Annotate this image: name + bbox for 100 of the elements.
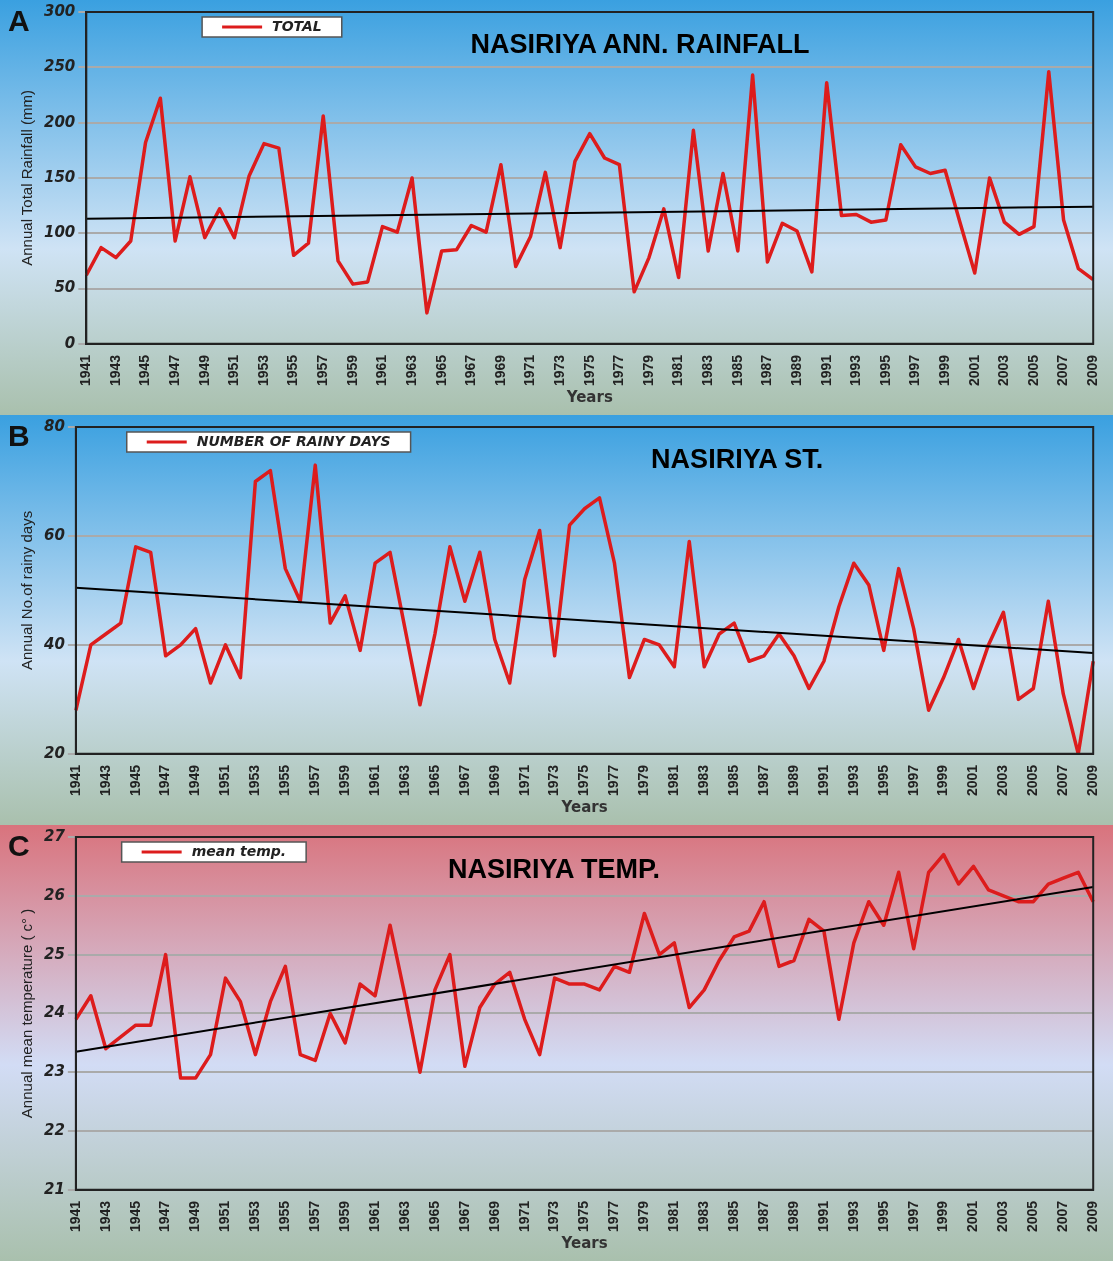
x-tick-label: 1973	[545, 1200, 562, 1233]
x-tick-label: 1993	[844, 764, 861, 797]
x-tick-label: 1985	[725, 764, 741, 797]
x-tick-label: 1985	[728, 354, 745, 387]
text: B	[8, 419, 30, 453]
x-tick-label: 2003	[994, 1200, 1011, 1233]
x-tick-label: 1989	[784, 1200, 801, 1233]
x-tick-label: 1963	[395, 1200, 412, 1233]
legend-label: mean temp.	[191, 842, 287, 859]
x-tick-label: 1953	[246, 764, 263, 797]
y-tick-label: 200	[44, 112, 76, 131]
x-tick-label: 1959	[336, 764, 353, 797]
x-axis-title: Years	[560, 1233, 608, 1252]
x-tick-label: 1951	[225, 354, 242, 387]
x-tick-label: 1943	[96, 764, 113, 797]
x-tick-label: 1977	[610, 354, 627, 387]
x-tick-label: 1959	[336, 1200, 353, 1233]
x-tick-label: 1989	[784, 764, 801, 797]
y-tick-label: 20	[44, 743, 65, 762]
x-tick-label: 1987	[754, 1200, 771, 1233]
x-tick-label: 1967	[455, 764, 472, 797]
x-tick-label: 1965	[432, 354, 449, 387]
x-tick-label: 2003	[995, 354, 1012, 387]
x-tick-label: 1945	[126, 764, 143, 797]
x-tick-label: 1979	[635, 1200, 652, 1233]
y-tick-label: 26	[44, 885, 65, 904]
x-tick-label: 1961	[373, 354, 390, 387]
x-tick-label: 1999	[935, 354, 952, 387]
y-tick-label: 25	[44, 944, 65, 963]
x-tick-label: 1945	[126, 1200, 143, 1233]
x-tick-label: 1995	[874, 1200, 891, 1233]
x-tick-label: 1953	[254, 354, 271, 387]
x-tick-label: 2005	[1024, 1200, 1041, 1233]
x-tick-label: 1997	[904, 1200, 921, 1233]
x-tick-label: 1957	[306, 764, 323, 797]
x-tick-label: 1967	[462, 354, 479, 387]
text: NASIRIYA ANN. RAINFALL	[470, 28, 810, 59]
x-tick-label: 1963	[395, 764, 412, 797]
x-tick-label: 1975	[580, 354, 597, 387]
x-tick-label: 1995	[876, 354, 893, 387]
x-tick-label: 1943	[96, 1200, 113, 1233]
x-tick-label: 1969	[491, 354, 508, 387]
x-axis-title: Years	[560, 797, 608, 816]
y-tick-label: 300	[44, 1, 76, 20]
x-tick-label: 1975	[575, 1200, 592, 1233]
x-tick-label: 1991	[817, 354, 834, 387]
x-tick-label: 1977	[605, 1200, 622, 1233]
x-tick-label: 2001	[964, 1200, 981, 1233]
x-tick-label: 1997	[904, 764, 921, 797]
y-tick-label: 100	[44, 223, 76, 242]
x-tick-label: 1999	[934, 1200, 951, 1233]
y-tick-label: 27	[44, 826, 66, 845]
x-tick-label: 1971	[521, 354, 538, 387]
x-tick-label: 1947	[166, 354, 183, 387]
y-tick-label: 21	[44, 1179, 65, 1198]
x-tick-label: 1955	[284, 354, 301, 387]
x-tick-label: 1991	[814, 1200, 831, 1233]
x-tick-label: 1959	[343, 354, 360, 387]
x-tick-label: 1961	[365, 1200, 382, 1233]
x-tick-label: 1951	[216, 1200, 233, 1233]
x-tick-label: 1977	[605, 764, 622, 797]
x-tick-label: 1955	[276, 764, 293, 797]
y-tick-label: 250	[44, 57, 76, 76]
x-tick-label: 2009	[1084, 354, 1101, 387]
x-tick-label: 2009	[1084, 1200, 1101, 1233]
x-tick-label: 1993	[844, 1200, 861, 1233]
x-tick-label: 1955	[276, 1200, 293, 1233]
x-tick-label: 1957	[314, 354, 331, 387]
x-tick-label: 1979	[635, 764, 652, 797]
x-tick-label: 1969	[485, 1200, 502, 1233]
x-tick-label: 1949	[195, 354, 212, 387]
x-tick-label: 2003	[994, 764, 1011, 797]
x-tick-label: 1993	[847, 354, 864, 387]
x-tick-label: 1957	[306, 1200, 323, 1233]
x-tick-label: 1971	[515, 1200, 532, 1233]
text: NASIRIYA TEMP.	[447, 853, 661, 884]
x-tick-label: 1941	[66, 764, 83, 797]
legend-label: NUMBER OF RAINY DAYS	[196, 432, 391, 449]
x-tick-label: 1961	[365, 764, 382, 797]
x-tick-label: 1995	[874, 764, 891, 797]
x-tick-label: 1999	[934, 764, 951, 797]
x-tick-label: 1965	[425, 1200, 442, 1233]
x-tick-label: 1981	[669, 354, 686, 387]
x-tick-label: 1983	[695, 1200, 712, 1233]
text: C	[8, 829, 30, 863]
x-tick-label: 1945	[136, 354, 153, 387]
y-axis-title: Annual No.of rainy days	[18, 510, 36, 671]
legend-label: TOTAL	[272, 17, 322, 34]
x-tick-label: 1965	[425, 764, 442, 797]
x-tick-label: 2005	[1024, 764, 1041, 797]
x-tick-label: 1981	[665, 764, 682, 797]
x-tick-label: 1969	[485, 764, 502, 797]
x-tick-label: 1941	[77, 354, 94, 387]
x-tick-label: 2005	[1024, 354, 1041, 387]
y-tick-label: 0	[64, 333, 76, 352]
x-tick-label: 1973	[551, 354, 567, 387]
x-tick-label: 2007	[1054, 1200, 1071, 1233]
y-tick-label: 50	[54, 278, 76, 297]
y-tick-label: 40	[43, 634, 65, 653]
x-tick-label: 1949	[186, 1200, 203, 1233]
